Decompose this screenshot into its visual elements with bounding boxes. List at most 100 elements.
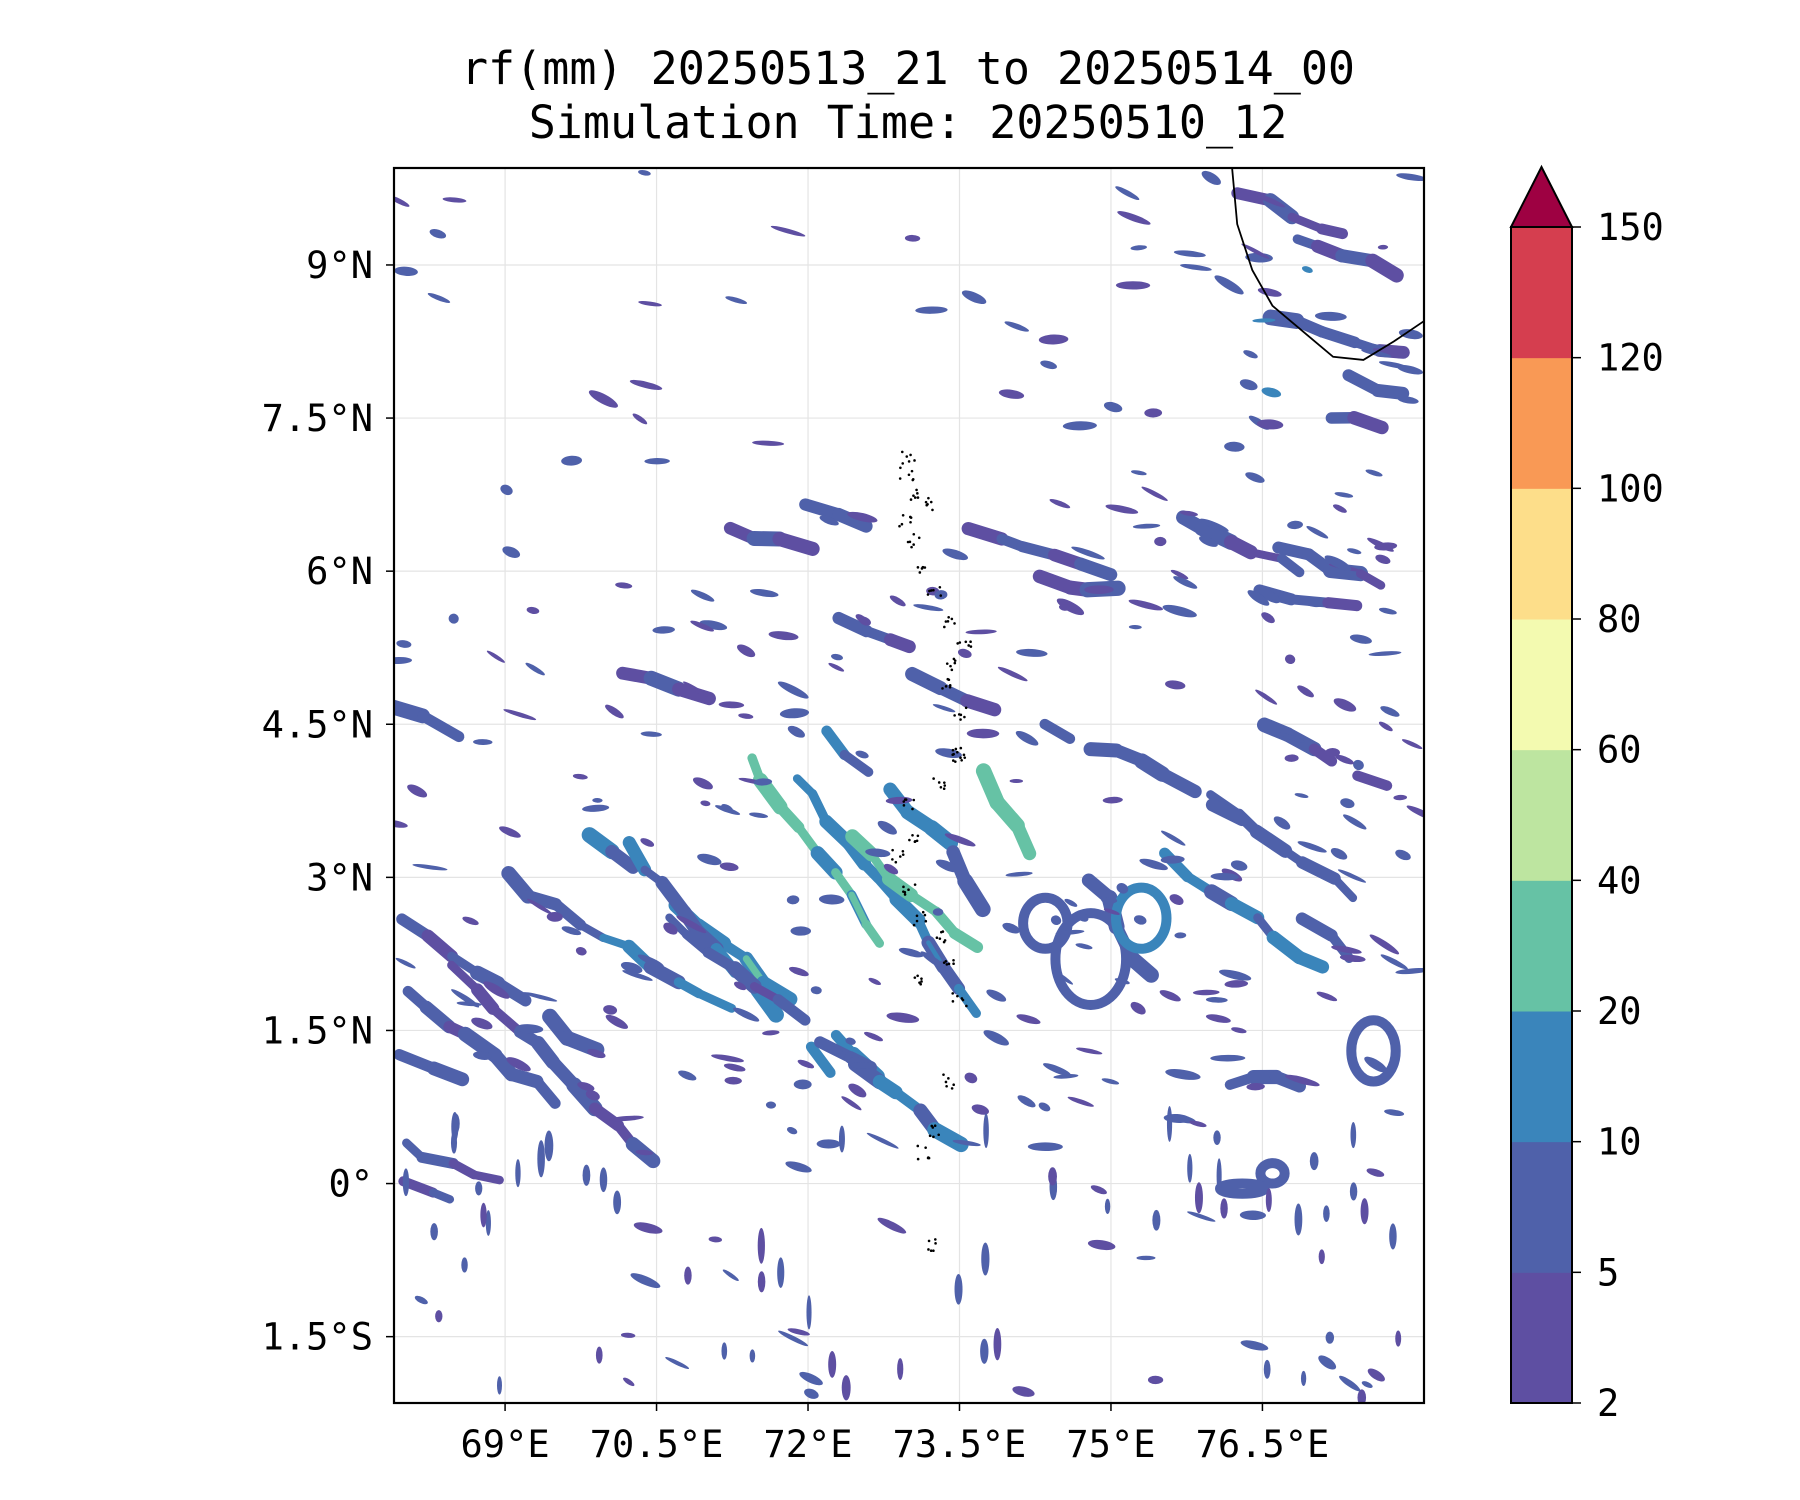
rain-speck [575, 947, 587, 956]
title-line-1: rf(mm) 20250513_21 to 20250514_00 [461, 42, 1355, 95]
rain-speck [1324, 555, 1352, 571]
rain-band [1292, 234, 1404, 283]
rain-segment [429, 1188, 455, 1204]
rain-speck [818, 894, 845, 905]
rain-speck [561, 926, 582, 936]
rain-segment [1295, 856, 1341, 885]
atoll-dot [913, 459, 916, 462]
rain-speck [622, 970, 653, 981]
rain-speck [1005, 871, 1033, 877]
rain-speck [638, 300, 662, 307]
rain-speck [1297, 685, 1314, 698]
rain-speck [1378, 721, 1393, 732]
rain-speck [749, 1349, 756, 1363]
rain-segment [1224, 896, 1265, 925]
rain-speck [1343, 814, 1367, 830]
rain-speck [1287, 520, 1303, 530]
rain-speck [1247, 590, 1270, 606]
rain-speck [790, 926, 812, 936]
rain-speck [981, 1242, 990, 1276]
rain-speck [629, 379, 663, 390]
atoll-dot [917, 536, 921, 540]
rain-speck [1278, 732, 1305, 743]
atoll-dot [898, 855, 902, 858]
atoll-dot [951, 748, 955, 752]
colorbar-tick-label: 60 [1597, 729, 1642, 772]
y-tick-label: 0° [328, 1163, 373, 1206]
atoll-dot [958, 641, 962, 644]
rain-segment [1308, 743, 1338, 767]
atoll-dot [960, 759, 963, 762]
rain-speck [1128, 599, 1164, 611]
rain-speck [1297, 841, 1327, 853]
rain-speck [920, 951, 948, 971]
atoll-dot [898, 477, 902, 480]
atoll-dot [928, 1134, 932, 1138]
rain-speck [883, 863, 899, 875]
map-panel: 69°E 70.5°E 72°E 73.5°E 75°E 76.5°E 9°N 7.5°N 6… [262, 166, 1426, 1466]
atoll-dot [939, 785, 943, 789]
rain-speck [1241, 243, 1270, 259]
rain-speck [1187, 1211, 1216, 1222]
rain-cell [1111, 882, 1172, 954]
atoll-dot [915, 919, 919, 923]
rain-segment [1074, 557, 1118, 582]
colorbar-tick-label: 120 [1597, 337, 1664, 380]
rain-speck [1323, 1205, 1330, 1222]
atoll-dot [954, 760, 957, 764]
atoll-dot [903, 893, 907, 896]
atoll-dot [947, 962, 951, 966]
rain-speck [1131, 470, 1147, 476]
rain-segment [923, 820, 959, 851]
rain-speck [932, 908, 944, 916]
rain-segment [531, 1076, 561, 1109]
atoll-dot [964, 640, 968, 644]
rain-speck [762, 1030, 780, 1036]
rain-band [1224, 1069, 1306, 1093]
atoll-dot [926, 503, 929, 506]
rain-speck [757, 1227, 765, 1264]
atoll-dot [912, 923, 916, 927]
rain-speck [609, 1115, 644, 1122]
rain-speck [954, 1273, 963, 1305]
rain-speck [1395, 1330, 1402, 1347]
rain-segment [883, 633, 916, 654]
rain-speck [850, 1061, 876, 1069]
rain-speck [1261, 612, 1275, 624]
atoll-dot [953, 659, 957, 662]
rain-speck [830, 653, 843, 661]
rain-speck [1165, 1069, 1201, 1080]
rain-speck [1116, 883, 1129, 894]
rain-speck [1350, 1121, 1357, 1149]
rain-speck [1377, 244, 1389, 250]
atoll-dot [945, 1084, 948, 1088]
atoll-dot [943, 784, 947, 787]
atoll-dot [942, 1073, 945, 1076]
atoll-dot [906, 540, 910, 544]
rain-speck [605, 1014, 629, 1029]
rain-segment [832, 507, 873, 533]
atoll-dot [915, 488, 918, 492]
rain-segment [1365, 253, 1404, 283]
rain-speck [1104, 1198, 1111, 1214]
rainfall-field [394, 170, 1424, 1403]
rain-speck [935, 748, 962, 759]
atoll-dot [927, 496, 930, 500]
atoll-dot [908, 515, 912, 519]
rain-speck [1004, 321, 1029, 332]
rain-segment [1371, 383, 1410, 400]
rain-band [394, 1049, 470, 1087]
rain-speck [1064, 898, 1078, 907]
rain-speck [841, 1375, 851, 1401]
rain-speck [1314, 311, 1347, 321]
rain-speck [855, 750, 869, 759]
colorbar-segment [1511, 1011, 1572, 1143]
rain-speck [718, 701, 745, 709]
atoll-dot [902, 885, 905, 889]
rain-speck [1335, 754, 1354, 765]
rain-speck [757, 1271, 766, 1293]
rain-segment [427, 1061, 470, 1087]
rain-speck [1144, 408, 1163, 418]
atoll-dot [904, 798, 908, 801]
